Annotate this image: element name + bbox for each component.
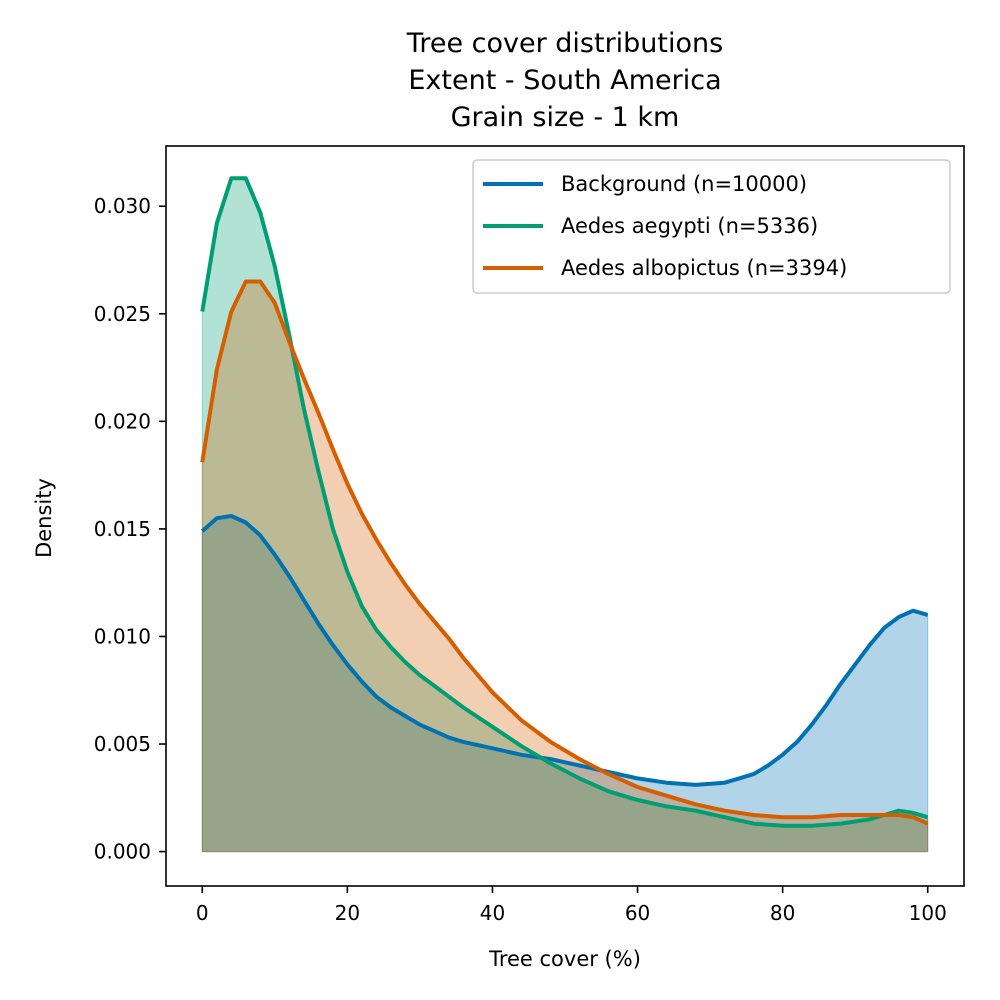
y-tick-label: 0.015	[94, 517, 151, 541]
y-axis: 0.000 0.005 0.010 0.015 0.020 0.025 0.030	[94, 194, 166, 864]
y-tick-label: 0.025	[94, 302, 151, 326]
legend: Background (n=10000) Aedes aegypti (n=533…	[472, 159, 951, 294]
x-tick-label: 100	[909, 901, 947, 925]
x-tick-label: 80	[770, 901, 795, 925]
title-line: Grain size - 1 km	[451, 102, 680, 133]
x-tick-label: 40	[480, 901, 505, 925]
x-tick-label: 20	[335, 901, 360, 925]
x-axis: 0 20 40 60 80 100	[196, 886, 947, 925]
y-tick-label: 0.005	[94, 732, 151, 756]
chart-title: Tree cover distributions Extent - South A…	[406, 28, 723, 133]
legend-label-0: Background (n=10000)	[561, 172, 807, 196]
series-lines	[200, 176, 929, 828]
series-line-2	[200, 279, 929, 826]
plot-frame	[165, 145, 965, 887]
legend-box	[472, 159, 951, 294]
x-tick-label: 60	[625, 901, 650, 925]
title-line: Extent - South America	[408, 65, 721, 96]
title-line: Tree cover distributions	[406, 28, 723, 59]
y-tick-label: 0.020	[94, 409, 151, 433]
y-tick-label: 0.030	[94, 194, 151, 218]
y-axis-label: Density	[32, 478, 56, 558]
y-tick-label: 0.010	[94, 624, 151, 648]
legend-label-1: Aedes aegypti (n=5336)	[561, 214, 818, 238]
legend-label-2: Aedes albopictus (n=3394)	[561, 256, 847, 280]
x-tick-label: 0	[196, 901, 209, 925]
x-axis-label: Tree cover (%)	[488, 947, 641, 971]
y-tick-label: 0.000	[94, 840, 151, 864]
series-line-1	[200, 176, 929, 828]
